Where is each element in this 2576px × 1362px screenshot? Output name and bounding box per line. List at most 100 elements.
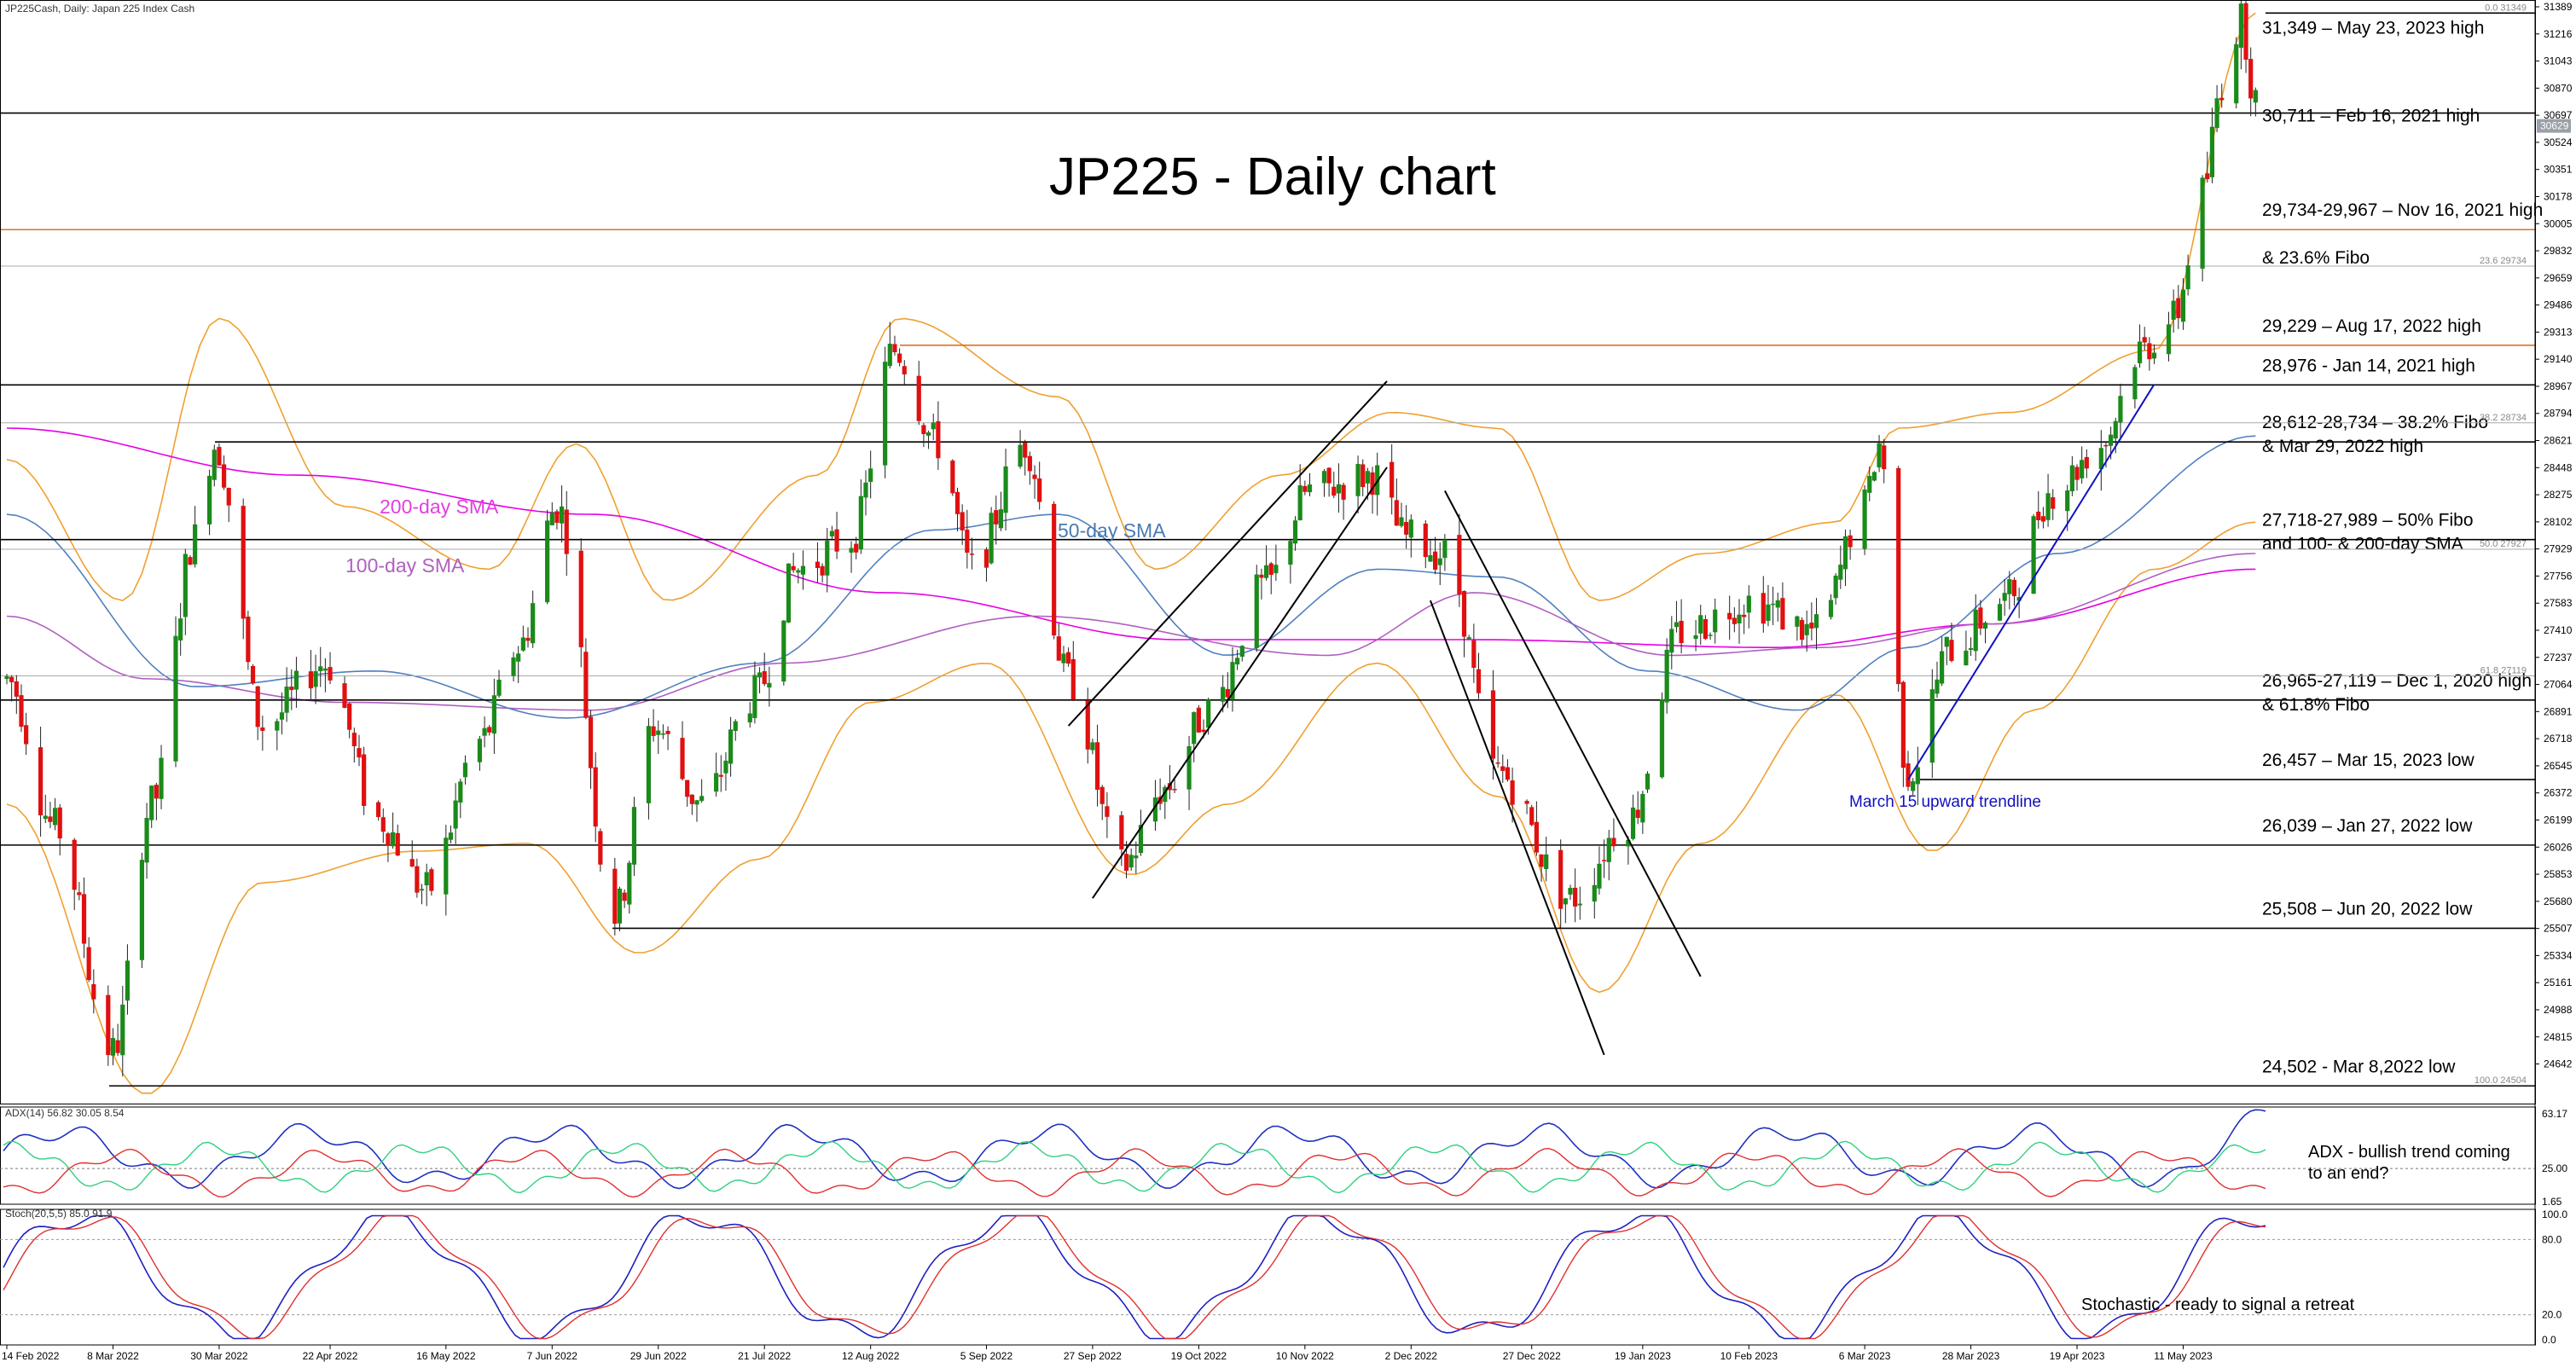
candle-bear: [936, 420, 941, 459]
candle-bear: [342, 683, 347, 708]
candle-bull: [2007, 579, 2012, 594]
candle-bull: [1775, 600, 1780, 608]
candle-bull: [1838, 565, 1843, 580]
candle-bull: [419, 889, 425, 891]
candle-bear: [386, 833, 391, 846]
trend-line-4: [1907, 384, 2155, 780]
candle-bull: [2002, 593, 2007, 601]
level-label-6: 27,718-27,989 – 50% Fibo: [2262, 511, 2474, 530]
candle-bull: [1833, 575, 1838, 599]
candle-bull: [1336, 484, 1342, 494]
date-tick-label: 12 Aug 2022: [842, 1350, 900, 1362]
price-tick-label: 30524: [2544, 136, 2573, 148]
candle-bull: [207, 475, 212, 525]
candle-bear: [1172, 789, 1177, 791]
candle-bull: [424, 872, 429, 886]
candle-bull: [284, 687, 289, 713]
candle-bull: [863, 482, 868, 498]
candle-bull: [1186, 745, 1192, 790]
candle-bull: [477, 739, 483, 762]
candle-bear: [1490, 690, 1496, 759]
candle-bull: [617, 888, 623, 924]
candle-bear: [86, 947, 91, 981]
candle-bear: [2243, 3, 2248, 61]
chart-title: JP225 - Daily chart: [1049, 148, 1496, 206]
candle-bull: [2113, 420, 2118, 439]
candle-bull: [728, 729, 734, 764]
price-tick-label: 31043: [2544, 55, 2573, 67]
price-tick-label: 26545: [2544, 760, 2573, 772]
candle-bull: [781, 620, 786, 682]
trend-line-2: [1444, 490, 1702, 977]
candle-bear: [1495, 762, 1500, 764]
price-tick-label: 28794: [2544, 408, 2573, 420]
candle-bull: [868, 468, 873, 483]
date-tick-label: 22 Apr 2022: [303, 1350, 358, 1362]
candle-bull: [2171, 300, 2176, 320]
candle-bear: [1370, 472, 1375, 496]
candle-bull: [631, 807, 637, 865]
adx-frame: [0, 1106, 2536, 1205]
candle-bull: [1230, 662, 1235, 700]
fibo-label-0: 0.0 31349: [2485, 3, 2527, 13]
candle-bull: [1592, 884, 1597, 902]
candle-bull: [925, 432, 931, 436]
candle-bull: [1964, 650, 1969, 666]
price-tick-label: 29486: [2544, 299, 2573, 311]
candle-bear: [2205, 173, 2210, 180]
candle-bull: [212, 449, 217, 480]
candle-bull: [1929, 689, 1935, 763]
sma200-label: 200-day SMA: [380, 496, 499, 518]
price-tick-label: 30697: [2544, 109, 2573, 121]
price-tick-label: 26199: [2544, 814, 2573, 826]
candle-bull: [2069, 465, 2074, 491]
candle-bull: [491, 695, 496, 734]
candle-bull: [786, 563, 792, 623]
candle-bull: [757, 672, 763, 678]
fibo-label-3: 50.0 27927: [2480, 539, 2527, 549]
candle-bear: [260, 727, 265, 731]
candle-bear: [1882, 445, 1887, 470]
candle-bear: [1066, 652, 1071, 664]
candle-bear: [2011, 579, 2017, 597]
level-label-1: 30,711 – Feb 16, 2021 high: [2262, 107, 2480, 126]
candle-bull: [2031, 516, 2036, 594]
candle-bear: [1023, 443, 1028, 458]
candle-bull: [931, 422, 936, 430]
candle-bull: [1626, 839, 1631, 847]
candle-bull: [462, 762, 468, 778]
candle-bear: [1949, 640, 1954, 661]
candle-bear: [902, 366, 907, 374]
candle-bull: [1862, 490, 1867, 549]
price-tick-label: 31389: [2544, 1, 2573, 13]
candle-bear: [347, 703, 352, 730]
candle-bear: [1123, 854, 1129, 872]
candle-bull: [1746, 595, 1751, 613]
candle-bull: [849, 548, 854, 553]
candle-bear: [598, 831, 603, 865]
candle-bear: [1476, 669, 1482, 693]
price-tick-label: 26026: [2544, 841, 2573, 853]
candle-bull: [2098, 448, 2103, 469]
candle-bear: [892, 344, 897, 352]
candle-bull: [1152, 797, 1158, 822]
price-tick-label: 28621: [2544, 435, 2573, 447]
candle-bull: [1766, 604, 1771, 621]
candle-bull: [1915, 767, 1920, 785]
candle-bear: [24, 725, 29, 745]
candle-bull: [549, 512, 554, 525]
price-tick-label: 27756: [2544, 570, 2573, 582]
candle-bull: [1997, 604, 2003, 621]
price-tick-label: 28275: [2544, 489, 2573, 501]
price-tick-label: 30870: [2544, 82, 2573, 94]
candle-bear: [1558, 849, 1564, 909]
level-label-2: 29,734-29,967 – Nov 16, 2021 high: [2262, 200, 2543, 220]
candle-bear: [81, 894, 87, 944]
candle-bear: [1809, 623, 1814, 629]
candle-bear: [57, 807, 62, 839]
candle-bull: [1828, 600, 1834, 617]
candle-bull: [1968, 647, 1974, 651]
candle-bull: [1674, 622, 1680, 628]
candle-bear: [583, 652, 589, 718]
